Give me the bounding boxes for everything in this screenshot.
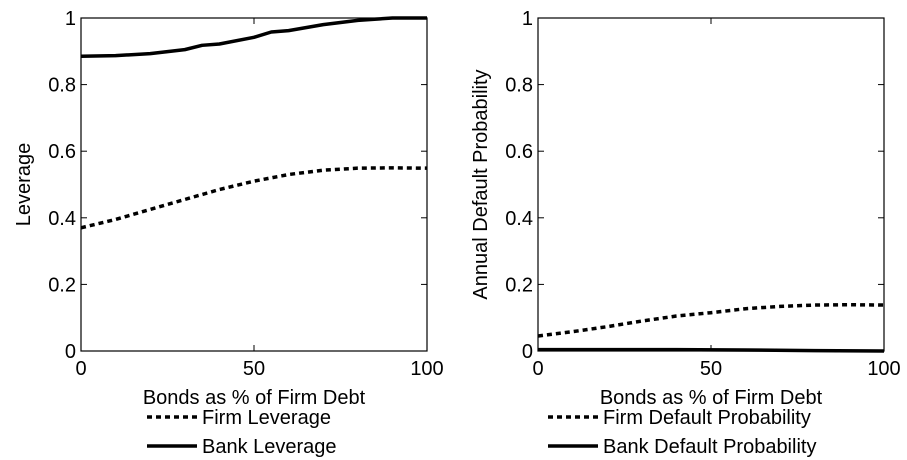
legend-label-bank: Bank Default Probability [603,436,816,458]
chart-panel-2: 0 50 100 0 0.2 0.4 0.6 0.8 1 Bonds as % of Firm D… [470,8,901,458]
x-axis-label: Bonds as % of Firm Debt [600,387,823,409]
x-tick-label: 50 [700,358,722,380]
y-tick-label: 0 [65,341,76,363]
x-axis-label: Bonds as % of Firm Debt [143,387,366,409]
y-tick-label: 0.8 [505,75,533,97]
x-tick-label: 0 [75,358,86,380]
y-tick-label: 1 [522,8,533,30]
x-tick-label: 100 [867,358,900,380]
y-tick-label: 0.4 [48,208,76,230]
y-tick-label: 0.2 [505,274,533,296]
plot-area-frame [80,17,428,352]
y-tick-label: 0 [522,341,533,363]
legend-label-firm: Firm Leverage [202,407,331,429]
x-tick-label: 100 [410,358,443,380]
chart-panel-1: 0 50 100 0 0.2 0.4 0.6 0.8 1 Bonds as % of Firm D… [13,8,444,458]
legend-label-bank: Bank Leverage [202,436,337,458]
series-line-firm [80,166,428,230]
series-line-firm [537,302,885,338]
x-tick-label: 50 [243,358,265,380]
plot-area-frame [537,17,885,352]
y-tick-label: 0.4 [505,208,533,230]
y-tick-label: 0.8 [48,75,76,97]
series-line-bank [80,16,427,59]
legend: Firm Leverage Bank Leverage [147,407,337,458]
y-tick-label: 0.2 [48,274,76,296]
legend: Firm Default Probability Bank Default Pro… [548,407,816,458]
y-tick-label: 0.6 [505,141,533,163]
y-tick-label: 0.6 [48,141,76,163]
legend-label-firm: Firm Default Probability [603,407,811,429]
y-tick-label: 1 [65,8,76,30]
y-axis-label: Annual Default Probability [470,69,492,299]
x-tick-label: 0 [532,358,543,380]
y-axis-label: Leverage [13,143,35,226]
